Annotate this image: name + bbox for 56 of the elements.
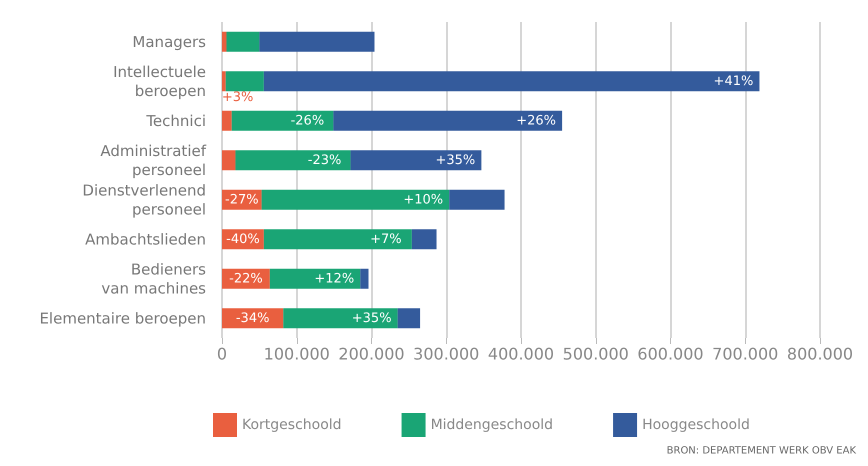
annotation: +35% bbox=[352, 310, 392, 326]
y-tick-label: Elementaire beroepen bbox=[39, 309, 206, 328]
bar bbox=[259, 32, 374, 52]
bar bbox=[270, 268, 360, 289]
bar bbox=[449, 190, 505, 210]
bar bbox=[333, 110, 562, 131]
bar bbox=[222, 150, 236, 170]
bar bbox=[222, 308, 284, 328]
annotation: +26% bbox=[516, 113, 556, 128]
y-tick-label: Technici bbox=[145, 112, 206, 130]
text: BRON: DEPARTEMENT WERK OBV EAK bbox=[666, 446, 856, 456]
y-tick-label: Administratief personeel bbox=[100, 142, 207, 179]
annotation: +41% bbox=[714, 74, 754, 89]
annotation: -34% bbox=[236, 310, 270, 326]
bar bbox=[222, 110, 232, 131]
y-tick-label: Dienstverlenend personeel bbox=[82, 181, 206, 218]
x-tick-label: 400.000 bbox=[488, 344, 554, 364]
bar bbox=[360, 268, 369, 289]
annotation: +3% bbox=[222, 90, 254, 105]
legend-label: Kortgeschoold bbox=[242, 417, 342, 433]
annotation: +12% bbox=[314, 271, 354, 286]
annotation: +7% bbox=[370, 232, 402, 247]
y-tick-label: Intellectuele beroepen bbox=[113, 62, 206, 100]
x-tick-label: 700.000 bbox=[712, 344, 778, 364]
bar bbox=[232, 110, 334, 131]
x-tick-label: 500.000 bbox=[562, 344, 629, 364]
annotation: -23% bbox=[308, 152, 342, 168]
bar bbox=[283, 308, 398, 328]
bar bbox=[398, 308, 420, 328]
y-tick-label: Managers bbox=[132, 32, 206, 51]
bar bbox=[350, 150, 482, 170]
y-tick-label: Ambachtslieden bbox=[85, 230, 206, 248]
annotation: -26% bbox=[290, 113, 324, 128]
bar bbox=[264, 71, 760, 92]
legend-label: Hooggeschoold bbox=[642, 417, 750, 433]
x-tick-label: 0 bbox=[216, 344, 228, 364]
bar bbox=[222, 32, 226, 52]
annotation: -27% bbox=[225, 192, 259, 208]
annotation: +10% bbox=[403, 192, 444, 208]
bar bbox=[264, 229, 412, 250]
annotation: +35% bbox=[435, 152, 476, 168]
x-tick-label: 200.000 bbox=[338, 344, 405, 364]
x-tick-label: 100.000 bbox=[264, 344, 330, 364]
legend-label: Middengeschoold bbox=[430, 417, 554, 433]
bar bbox=[262, 190, 450, 210]
bar bbox=[412, 229, 437, 250]
x-tick-label: 800.000 bbox=[786, 344, 854, 364]
annotation: -22% bbox=[229, 271, 263, 286]
bar bbox=[222, 71, 226, 92]
bar bbox=[226, 71, 264, 92]
annotation: -40% bbox=[226, 232, 260, 247]
bar bbox=[226, 32, 260, 52]
x-tick-label: 600.000 bbox=[637, 344, 704, 364]
bar bbox=[235, 150, 351, 170]
x-tick-label: 300.000 bbox=[413, 344, 480, 364]
y-tick-label: Bedieners van machines bbox=[101, 260, 206, 298]
